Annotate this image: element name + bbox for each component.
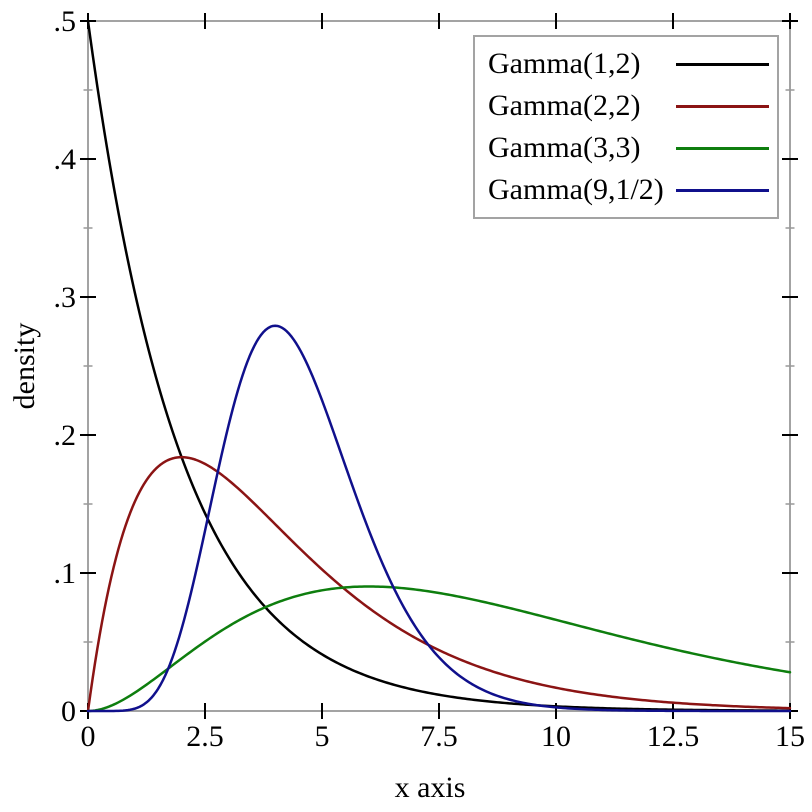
legend-entry: Gamma(3,3) (488, 131, 769, 165)
legend-line-sample (676, 104, 769, 108)
x-tick-label: 12.5 (647, 720, 700, 753)
legend-entry-label: Gamma(9,1/2) (488, 173, 664, 206)
legend-entry: Gamma(2,2) (488, 89, 769, 123)
y-tick-label: .4 (54, 143, 77, 176)
series-curve-gamma-2-2- (86, 455, 792, 713)
tick-layer: 0 2.5 5 7.5 10 12.5 15 0 .1 .2 .3 .4 .5 (54, 5, 806, 753)
y-tick-label: .5 (54, 5, 77, 38)
legend-entry-label: Gamma(3,3) (488, 131, 641, 164)
legend-line-sample (676, 146, 769, 150)
x-axis-label: x axis (395, 771, 466, 804)
y-tick-label: 0 (61, 695, 76, 728)
legend-entry: Gamma(9,1/2) (488, 173, 769, 207)
y-tick-label: .2 (54, 419, 77, 452)
x-tick-label: 2.5 (186, 720, 224, 753)
y-tick-label: .1 (54, 557, 77, 590)
legend-entry-label: Gamma(1,2) (488, 47, 641, 80)
x-tick-label: 15 (775, 720, 805, 753)
x-tick-label: 5 (315, 720, 330, 753)
series-curve-gamma-3-3- (86, 585, 792, 713)
series-curve-gamma-9-1-2- (86, 324, 792, 713)
legend-entry-label: Gamma(2,2) (488, 89, 641, 122)
x-tick-label: 7.5 (420, 720, 458, 753)
legend: Gamma(1,2) Gamma(2,2) Gamma(3,3) Gamma(9,1/… (473, 35, 779, 219)
curve-layer (86, 19, 792, 713)
legend-line-sample (676, 188, 769, 192)
y-axis-label: density (8, 323, 41, 410)
legend-line-sample (676, 62, 769, 66)
x-tick-label: 10 (541, 720, 571, 753)
x-tick-label: 0 (81, 720, 96, 753)
y-tick-label: .3 (54, 281, 77, 314)
legend-entry: Gamma(1,2) (488, 47, 769, 81)
